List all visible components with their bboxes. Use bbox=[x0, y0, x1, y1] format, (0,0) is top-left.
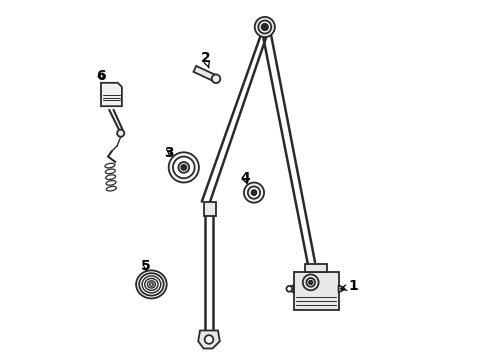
Circle shape bbox=[205, 335, 213, 344]
Circle shape bbox=[303, 274, 318, 290]
Bar bbox=[305, 264, 327, 272]
Circle shape bbox=[255, 17, 275, 37]
Circle shape bbox=[262, 24, 268, 30]
Circle shape bbox=[117, 130, 124, 137]
Circle shape bbox=[181, 165, 186, 170]
Polygon shape bbox=[287, 285, 294, 293]
Circle shape bbox=[173, 157, 195, 178]
Ellipse shape bbox=[136, 270, 167, 298]
Circle shape bbox=[248, 186, 260, 199]
Text: 3: 3 bbox=[165, 146, 174, 160]
Text: 2: 2 bbox=[200, 51, 210, 68]
Circle shape bbox=[258, 21, 271, 33]
Polygon shape bbox=[101, 83, 122, 106]
Polygon shape bbox=[194, 66, 218, 82]
Circle shape bbox=[212, 75, 220, 83]
Circle shape bbox=[309, 280, 313, 284]
Text: 6: 6 bbox=[96, 69, 106, 82]
Circle shape bbox=[306, 278, 315, 287]
Circle shape bbox=[178, 162, 189, 173]
Ellipse shape bbox=[142, 276, 161, 293]
Text: 5: 5 bbox=[141, 260, 151, 273]
Circle shape bbox=[244, 183, 264, 203]
Text: 4: 4 bbox=[240, 171, 250, 185]
Circle shape bbox=[286, 286, 292, 292]
Text: 1: 1 bbox=[341, 279, 358, 293]
Ellipse shape bbox=[139, 273, 164, 296]
Circle shape bbox=[169, 152, 199, 183]
Circle shape bbox=[251, 190, 257, 195]
Polygon shape bbox=[198, 330, 220, 348]
Polygon shape bbox=[204, 202, 216, 216]
Polygon shape bbox=[339, 285, 345, 293]
FancyBboxPatch shape bbox=[294, 272, 339, 310]
